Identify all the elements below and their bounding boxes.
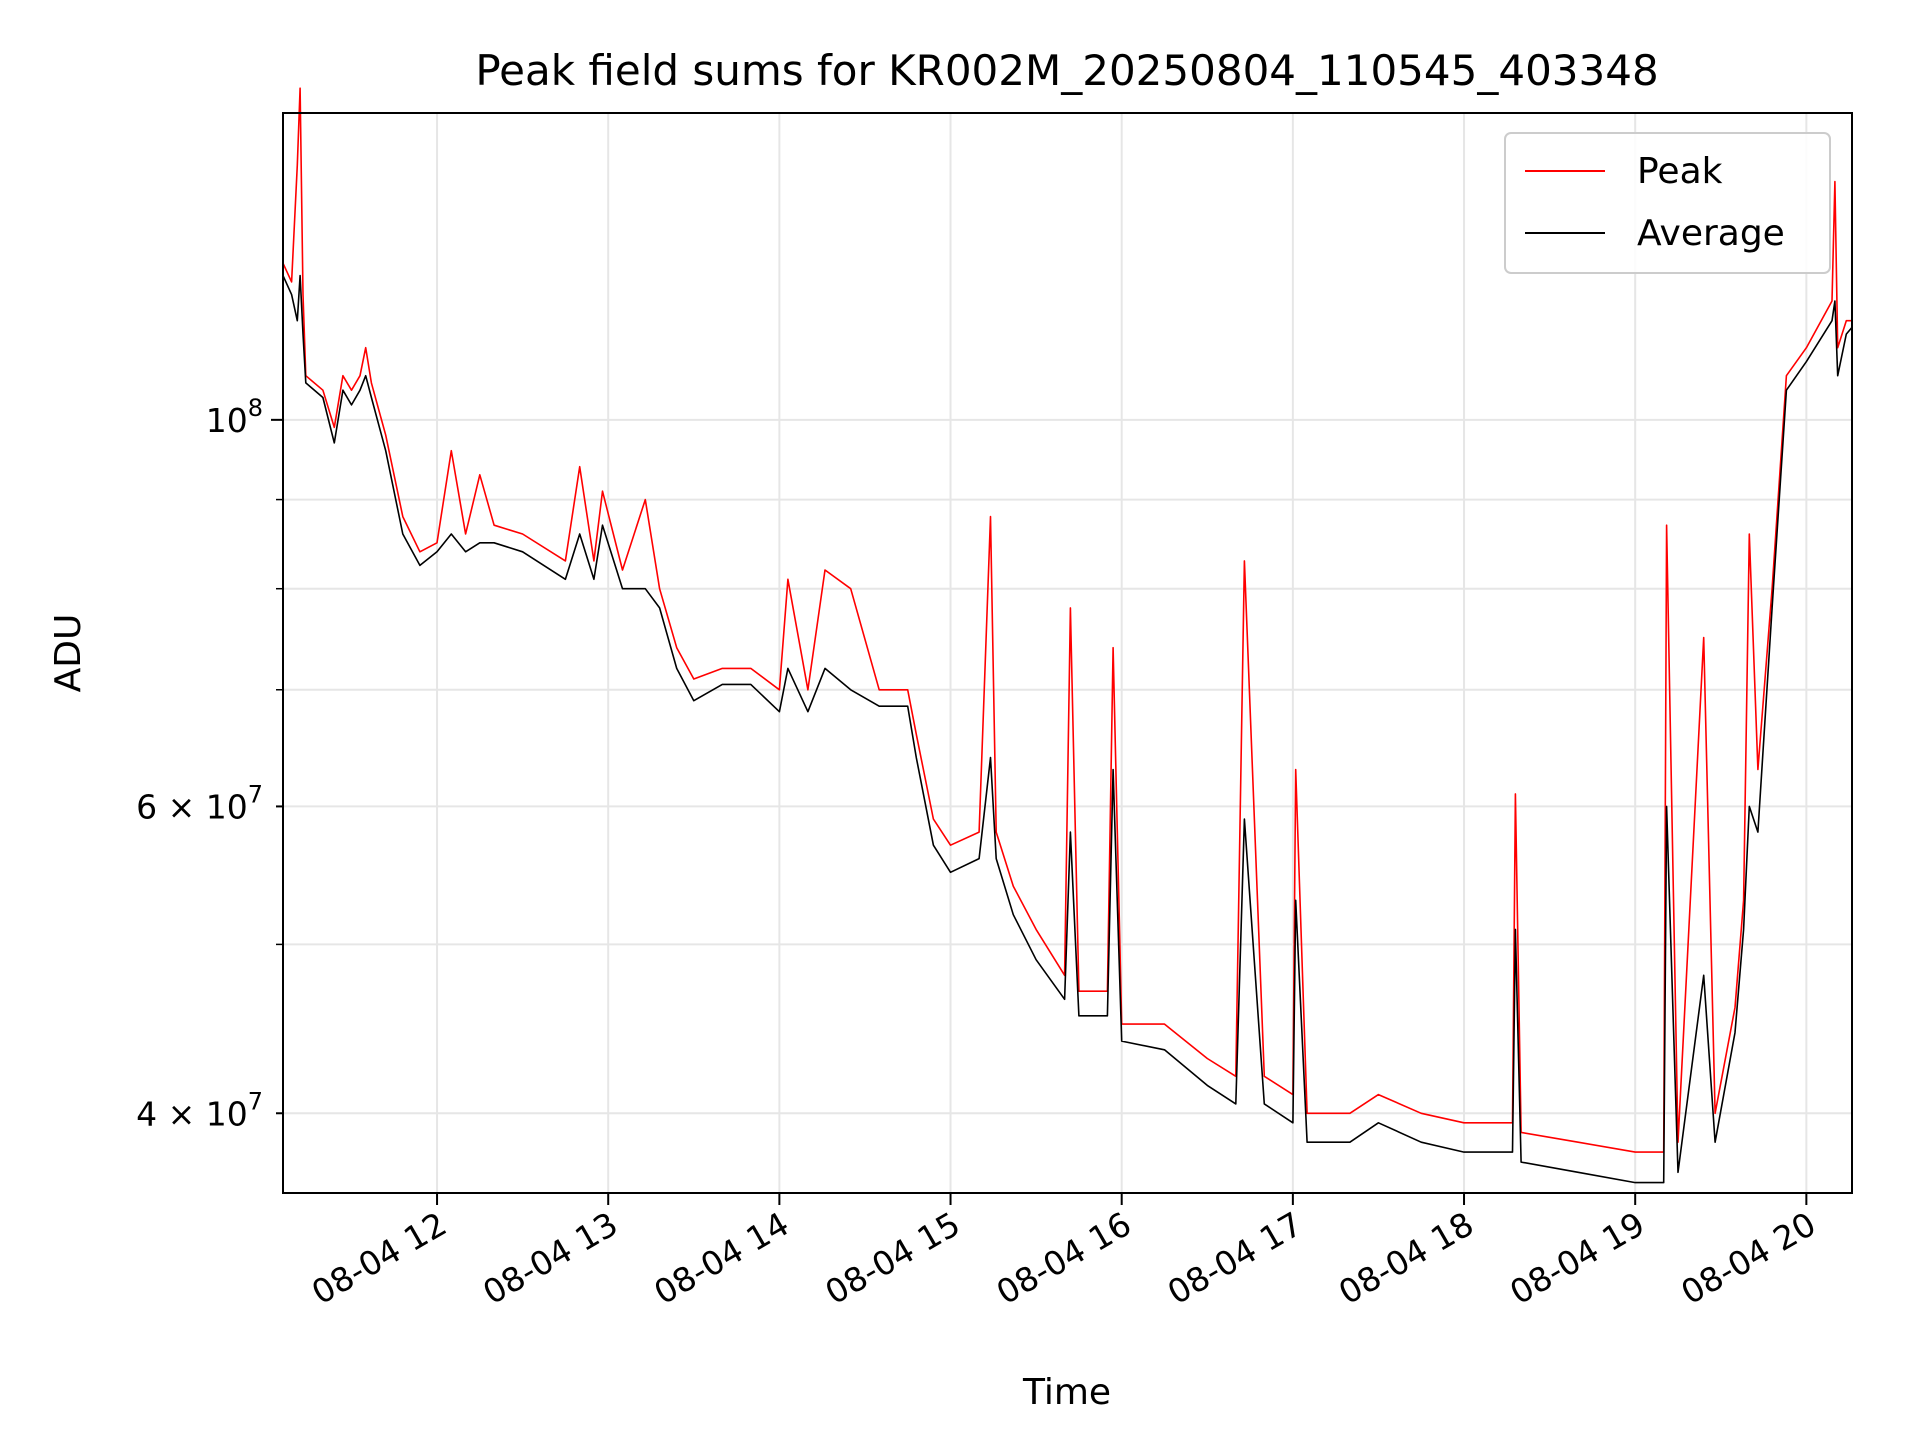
- x-tick-label-7: 08-04 19: [1503, 1204, 1651, 1312]
- x-tick-label-2: 08-04 14: [647, 1204, 795, 1312]
- legend-label-average: Average: [1637, 213, 1785, 254]
- chart-title: Peak field sums for KR002M_20250804_1105…: [475, 46, 1658, 95]
- legend-label-peak: Peak: [1637, 151, 1723, 192]
- y-tick-label-1: 4 × 107: [136, 1087, 263, 1133]
- x-tick-label-1: 08-04 13: [476, 1204, 624, 1312]
- x-tick-label-4: 08-04 16: [990, 1204, 1138, 1312]
- x-tick-label-3: 08-04 15: [819, 1204, 967, 1312]
- y-tick-label-0: 108: [206, 394, 263, 440]
- x-tick-label-0: 08-04 12: [305, 1204, 453, 1312]
- x-axis-label: Time: [1022, 1372, 1111, 1413]
- series-line-peak: [282, 87, 1852, 1153]
- x-tick-label-6: 08-04 18: [1332, 1204, 1480, 1312]
- legend: Peak Average: [1504, 132, 1831, 274]
- legend-box: [1504, 132, 1831, 274]
- x-tick-label-8: 08-04 20: [1674, 1204, 1822, 1312]
- plot-frame: [282, 112, 1853, 1194]
- series-line-average: [282, 274, 1853, 1184]
- y-tick-label-2: 6 × 107: [136, 780, 263, 826]
- y-axis-label: ADU: [48, 614, 89, 693]
- x-axis: 08-04 12 08-04 13 08-04 14 08-04 15 08-04 16…: [305, 1193, 1822, 1312]
- y-axis: 108 4 × 107 6 × 107: [136, 394, 283, 1133]
- x-tick-label-5: 08-04 17: [1161, 1204, 1309, 1312]
- grid: [283, 113, 1852, 1193]
- plot-lines: [282, 87, 1853, 1184]
